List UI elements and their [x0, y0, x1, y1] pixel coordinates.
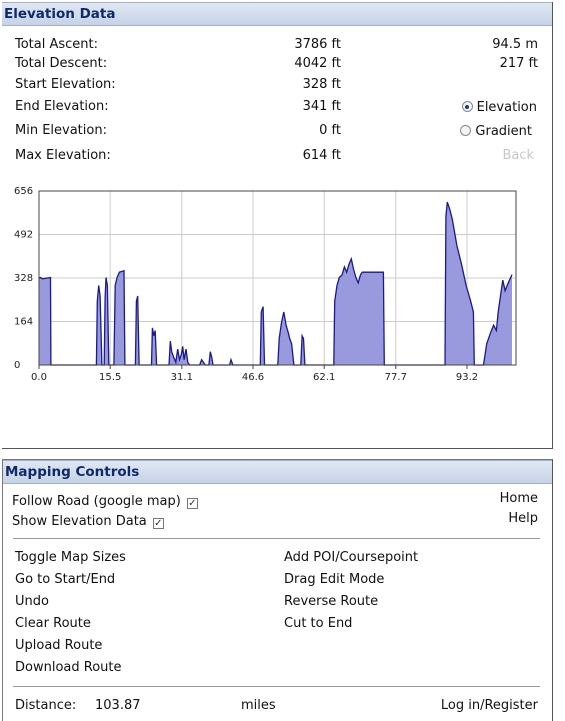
follow-road-row[interactable]: Follow Road (google map) ✓: [12, 494, 198, 509]
toggle-map-sizes-button[interactable]: Toggle Map Sizes: [15, 550, 126, 565]
home-link[interactable]: Home: [499, 491, 538, 506]
plot-frame-border: [38, 190, 517, 366]
x-tick-label: 15.5: [99, 372, 121, 383]
total-ascent-label: Total Ascent:: [15, 37, 99, 52]
undo-button[interactable]: Undo: [15, 594, 49, 609]
y-tick-label: 0: [14, 360, 20, 371]
distance-unit: miles: [241, 698, 276, 713]
add-poi-button[interactable]: Add POI/Coursepoint: [284, 550, 419, 565]
chart-ticks: 0.0 15.5 31.1 46.6 62.1 77.7 93.2 0 164 328 492 656: [14, 186, 517, 383]
total-descent-metric: 217 ft: [499, 56, 538, 71]
max-elevation-label: Max Elevation:: [15, 148, 111, 163]
radio-unselected-icon[interactable]: [460, 125, 472, 136]
elevation-area-fill: [39, 202, 512, 365]
drag-edit-mode-button[interactable]: Drag Edit Mode: [284, 572, 385, 587]
total-descent-value: 4042 ft: [294, 56, 341, 71]
back-button[interactable]: Back: [502, 148, 534, 163]
distance-value: 103.87: [95, 698, 141, 713]
clear-route-button[interactable]: Clear Route: [15, 616, 91, 631]
go-to-start-end-button[interactable]: Go to Start/End: [15, 572, 116, 587]
gradient-mode-label: Gradient: [475, 124, 532, 139]
total-descent-label: Total Descent:: [15, 56, 108, 71]
login-register-link[interactable]: Log in/Register: [440, 698, 538, 713]
follow-road-checkbox[interactable]: ✓: [186, 498, 198, 509]
show-elevation-row[interactable]: Show Elevation Data ✓: [12, 514, 164, 529]
show-elevation-label: Show Elevation Data: [12, 514, 147, 529]
cut-to-end-button[interactable]: Cut to End: [284, 616, 353, 631]
start-elevation-label: Start Elevation:: [15, 77, 116, 92]
distance-label: Distance:: [15, 698, 77, 713]
y-tick-label: 656: [14, 186, 33, 197]
y-tick-label: 164: [14, 317, 33, 328]
mapping-controls-panel: Mapping Controls Follow Road (google map…: [2, 459, 553, 721]
download-route-button[interactable]: Download Route: [15, 660, 122, 675]
end-elevation-value: 341 ft: [302, 99, 341, 114]
mapping-panel-title: Mapping Controls: [3, 460, 552, 484]
elevation-chart: 0.0 15.5 31.1 46.6 62.1 77.7 93.2 0 164 328 492 656: [14, 186, 517, 383]
elevation-mode-label: Elevation: [476, 100, 537, 115]
min-elevation-label: Min Elevation:: [15, 123, 107, 138]
gradient-mode-radio[interactable]: Gradient: [460, 124, 532, 139]
reverse-route-button[interactable]: Reverse Route: [284, 594, 379, 609]
x-tick-label: 93.2: [456, 372, 478, 383]
y-tick-label: 328: [14, 273, 33, 284]
x-tick-label: 62.1: [313, 372, 335, 383]
upload-route-button[interactable]: Upload Route: [15, 638, 103, 653]
x-tick-label: 0.0: [31, 372, 47, 383]
follow-road-label: Follow Road (google map): [12, 494, 181, 509]
elevation-data-panel: Elevation Data Total Ascent: 3786 ft 94.…: [2, 2, 553, 449]
x-tick-label: 31.1: [171, 372, 193, 383]
chart-grid: [38, 190, 517, 366]
end-elevation-label: End Elevation:: [15, 99, 109, 114]
elevation-panel-title: Elevation Data: [2, 2, 552, 26]
total-ascent-metric: 94.5 m: [492, 37, 538, 52]
elevation-mode-radio[interactable]: Elevation: [461, 100, 537, 115]
show-elevation-checkbox[interactable]: ✓: [152, 518, 164, 529]
help-link[interactable]: Help: [508, 511, 538, 526]
divider: [13, 538, 540, 539]
divider: [13, 686, 540, 687]
max-elevation-value: 614 ft: [302, 148, 341, 163]
radio-selected-icon[interactable]: [461, 101, 473, 112]
x-tick-label: 46.6: [242, 372, 264, 383]
min-elevation-value: 0 ft: [319, 123, 341, 138]
start-elevation-value: 328 ft: [302, 77, 341, 92]
x-tick-label: 77.7: [385, 372, 407, 383]
total-ascent-value: 3786 ft: [294, 37, 341, 52]
y-tick-label: 492: [14, 230, 33, 241]
